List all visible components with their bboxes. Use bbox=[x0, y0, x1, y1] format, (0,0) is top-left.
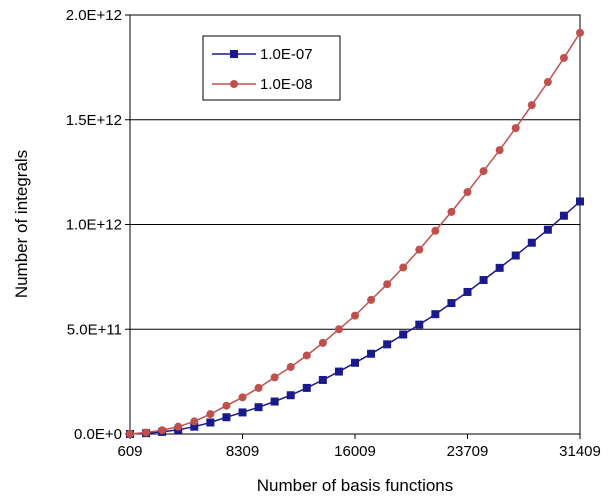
data-point-circle bbox=[463, 188, 472, 197]
legend-label: 1.0E-07 bbox=[260, 46, 313, 63]
data-point-circle bbox=[158, 426, 167, 435]
series-1.0E-07 bbox=[126, 197, 584, 438]
data-point-circle bbox=[447, 207, 456, 216]
data-point-circle bbox=[174, 422, 183, 431]
y-tick-label: 2.0E+12 bbox=[66, 7, 122, 24]
data-point-circle bbox=[302, 351, 311, 360]
data-point-circle bbox=[351, 311, 359, 320]
data-point-circle bbox=[543, 78, 552, 87]
data-point-square bbox=[302, 383, 311, 392]
data-point-square bbox=[431, 310, 440, 319]
legend-label: 1.0E-08 bbox=[260, 76, 313, 93]
data-point-circle bbox=[126, 430, 134, 438]
gridlines bbox=[130, 119, 580, 330]
data-point-square bbox=[286, 391, 295, 400]
x-tick-label: 8309 bbox=[226, 443, 259, 460]
x-tick-label: 23709 bbox=[447, 443, 489, 460]
data-point-square bbox=[334, 367, 343, 376]
data-point-circle bbox=[238, 393, 247, 402]
data-point-circle bbox=[479, 167, 488, 176]
series-layer bbox=[126, 28, 584, 438]
y-tick-label: 5.0E+11 bbox=[67, 321, 122, 338]
data-point-square bbox=[222, 413, 231, 422]
data-point-circle bbox=[190, 417, 199, 426]
data-point-circle bbox=[559, 53, 568, 62]
series-1.0E-08 bbox=[126, 28, 584, 438]
data-point-square bbox=[559, 211, 568, 220]
data-point-circle bbox=[334, 325, 343, 334]
data-point-circle bbox=[142, 428, 151, 437]
data-point-circle bbox=[286, 362, 295, 371]
data-point-square bbox=[270, 397, 279, 406]
data-point-square bbox=[495, 263, 504, 272]
y-tick-label: 1.0E+12 bbox=[66, 217, 122, 234]
data-point-circle bbox=[383, 280, 392, 289]
data-point-square bbox=[254, 403, 263, 412]
data-point-square bbox=[367, 349, 376, 358]
data-point-circle bbox=[318, 338, 327, 347]
x-tick-label: 31409 bbox=[559, 443, 601, 460]
data-point-square bbox=[527, 238, 536, 247]
data-point-square bbox=[351, 358, 359, 367]
data-point-circle bbox=[399, 263, 408, 272]
y-axis-title: Number of integrals bbox=[12, 150, 31, 298]
x-axis-title: Number of basis functions bbox=[257, 476, 454, 495]
data-point-square bbox=[511, 251, 520, 260]
data-point-square bbox=[447, 299, 456, 308]
legend-box bbox=[202, 35, 341, 101]
legend-marker-circle bbox=[230, 80, 238, 88]
data-point-square bbox=[206, 418, 215, 427]
data-point-circle bbox=[222, 401, 231, 410]
data-point-square bbox=[543, 225, 552, 234]
data-point-square bbox=[479, 276, 488, 285]
data-point-square bbox=[399, 330, 408, 339]
data-point-circle bbox=[511, 124, 520, 133]
data-point-square bbox=[318, 375, 327, 384]
data-point-square bbox=[576, 197, 584, 206]
x-tick-label: 609 bbox=[117, 443, 142, 460]
legend: 1.0E-07 1.0E-08 bbox=[202, 35, 341, 101]
data-point-circle bbox=[527, 101, 536, 110]
data-point-circle bbox=[415, 245, 424, 254]
data-point-square bbox=[383, 340, 392, 349]
data-point-square bbox=[463, 287, 472, 296]
y-tick-label: 1.5E+12 bbox=[66, 112, 122, 129]
data-point-square bbox=[415, 320, 424, 329]
data-point-circle bbox=[576, 28, 584, 37]
data-point-square bbox=[238, 408, 247, 417]
x-tick-label: 16009 bbox=[334, 443, 376, 460]
y-tick-label: 0.0E+0 bbox=[74, 426, 122, 443]
data-point-circle bbox=[206, 410, 215, 419]
data-point-circle bbox=[495, 146, 504, 155]
x-axis-ticks: 609 8309 16009 23709 31409 bbox=[117, 434, 601, 460]
data-point-square bbox=[190, 422, 199, 431]
data-point-circle bbox=[367, 295, 376, 304]
y-axis-ticks: 0.0E+0 5.0E+11 1.0E+12 1.5E+12 2.0E+12 bbox=[66, 7, 130, 443]
data-point-circle bbox=[254, 383, 263, 392]
data-point-circle bbox=[270, 373, 279, 382]
data-point-circle bbox=[431, 226, 440, 235]
legend-marker-square bbox=[230, 50, 238, 58]
